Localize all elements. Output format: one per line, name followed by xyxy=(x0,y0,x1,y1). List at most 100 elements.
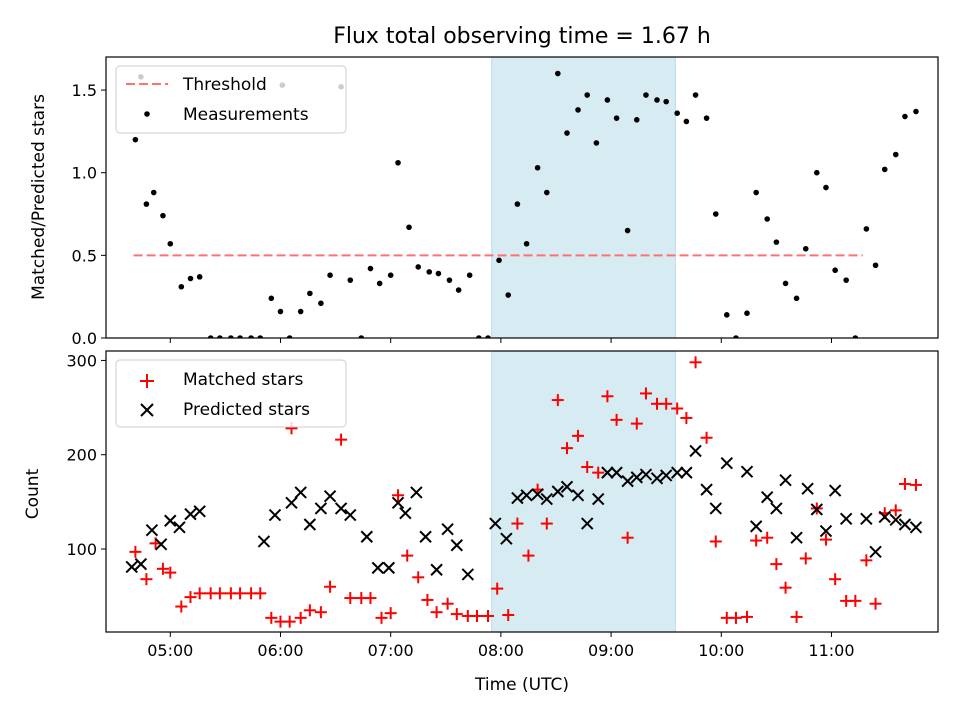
data-point xyxy=(277,308,284,315)
data-point xyxy=(399,506,412,520)
data-point xyxy=(823,184,829,191)
data-point xyxy=(187,275,194,282)
ratio-y-axis-label: Matched/Predicted stars xyxy=(29,94,49,300)
count-y-axis-label: Count xyxy=(23,468,43,519)
data-point xyxy=(869,545,882,559)
data-point xyxy=(344,508,357,522)
legend-matched-label: Matched stars xyxy=(183,370,303,390)
data-point xyxy=(156,562,169,575)
data-point xyxy=(265,611,278,624)
data-point xyxy=(659,469,673,482)
data-point xyxy=(314,606,327,619)
data-point xyxy=(624,227,631,234)
data-point xyxy=(520,489,533,502)
data-point xyxy=(779,581,792,594)
data-point xyxy=(387,272,394,278)
data-point xyxy=(297,308,304,315)
data-point xyxy=(268,295,275,302)
data-point xyxy=(770,558,783,571)
data-point xyxy=(828,484,842,497)
data-point xyxy=(650,472,664,485)
data-point xyxy=(630,471,643,484)
data-point xyxy=(450,608,463,621)
x-tick-label: 11:00 xyxy=(808,641,854,660)
y-tick-label: 300 xyxy=(66,351,97,370)
data-point xyxy=(878,510,891,524)
data-point xyxy=(613,115,620,121)
data-point xyxy=(829,573,842,586)
data-point xyxy=(334,502,348,515)
data-point xyxy=(819,533,832,546)
data-point xyxy=(491,582,504,595)
data-point xyxy=(446,277,453,283)
data-point xyxy=(750,534,763,547)
data-point xyxy=(511,517,524,530)
data-point xyxy=(601,390,614,403)
data-point xyxy=(760,490,774,504)
count-panel: 100 200 300 05:00 06:00 07:00 08:00 09:00 10:00… xyxy=(23,350,939,695)
data-point xyxy=(801,482,814,495)
ratio-y-axis: 0.0 0.5 1.0 1.5 xyxy=(72,81,106,348)
data-point xyxy=(832,267,838,274)
data-point xyxy=(601,466,614,479)
y-tick-label: 1.0 xyxy=(72,164,97,183)
data-point xyxy=(257,535,271,548)
data-point xyxy=(782,280,789,287)
data-point xyxy=(560,442,573,455)
legend-predicted-marker xyxy=(140,403,154,417)
data-point xyxy=(178,283,185,290)
data-point xyxy=(303,518,317,531)
data-point xyxy=(285,496,298,510)
data-point xyxy=(790,610,803,623)
data-point xyxy=(689,444,702,458)
x-tick-label: 10:00 xyxy=(698,641,744,660)
ratio-plot-area xyxy=(132,57,919,338)
ratio-legend-box xyxy=(115,65,347,134)
data-point xyxy=(540,492,554,506)
data-point xyxy=(740,465,754,478)
data-point xyxy=(670,466,684,479)
data-point xyxy=(154,538,168,551)
data-point xyxy=(660,397,673,410)
data-point xyxy=(700,483,713,496)
data-point xyxy=(630,417,643,430)
data-point xyxy=(819,524,833,538)
data-point xyxy=(228,335,234,338)
data-point xyxy=(744,310,750,317)
ratio-axes-frame xyxy=(105,56,939,339)
data-point xyxy=(496,257,502,264)
data-point xyxy=(502,609,515,622)
data-point xyxy=(898,518,912,531)
data-point xyxy=(175,600,188,613)
data-point xyxy=(709,502,722,515)
data-point xyxy=(793,295,800,302)
legend-measurements-label: Measurements xyxy=(183,105,309,125)
data-point xyxy=(881,166,888,173)
y-tick-label: 1.5 xyxy=(72,81,97,100)
chart-title: Flux total observing time = 1.67 h xyxy=(333,24,711,49)
data-point xyxy=(150,189,157,196)
data-point xyxy=(592,492,605,506)
data-point xyxy=(683,118,690,125)
data-point xyxy=(406,224,412,231)
data-point xyxy=(217,335,223,338)
ratio-legend: Threshold Measurements xyxy=(115,65,347,134)
data-point xyxy=(248,335,254,338)
data-point xyxy=(860,512,873,526)
data-point xyxy=(654,97,660,103)
data-point xyxy=(551,485,565,498)
data-point xyxy=(367,265,374,272)
data-point xyxy=(790,531,803,544)
data-point xyxy=(314,502,328,515)
data-point xyxy=(564,130,570,136)
data-point xyxy=(680,466,693,479)
count-axes-frame xyxy=(105,350,939,633)
y-tick-label: 0.0 xyxy=(72,329,97,348)
data-point xyxy=(584,92,591,98)
data-point xyxy=(476,335,482,338)
data-point xyxy=(643,92,649,98)
data-point xyxy=(421,593,434,606)
data-point xyxy=(193,505,206,518)
data-point xyxy=(592,466,605,479)
data-point xyxy=(534,164,541,171)
